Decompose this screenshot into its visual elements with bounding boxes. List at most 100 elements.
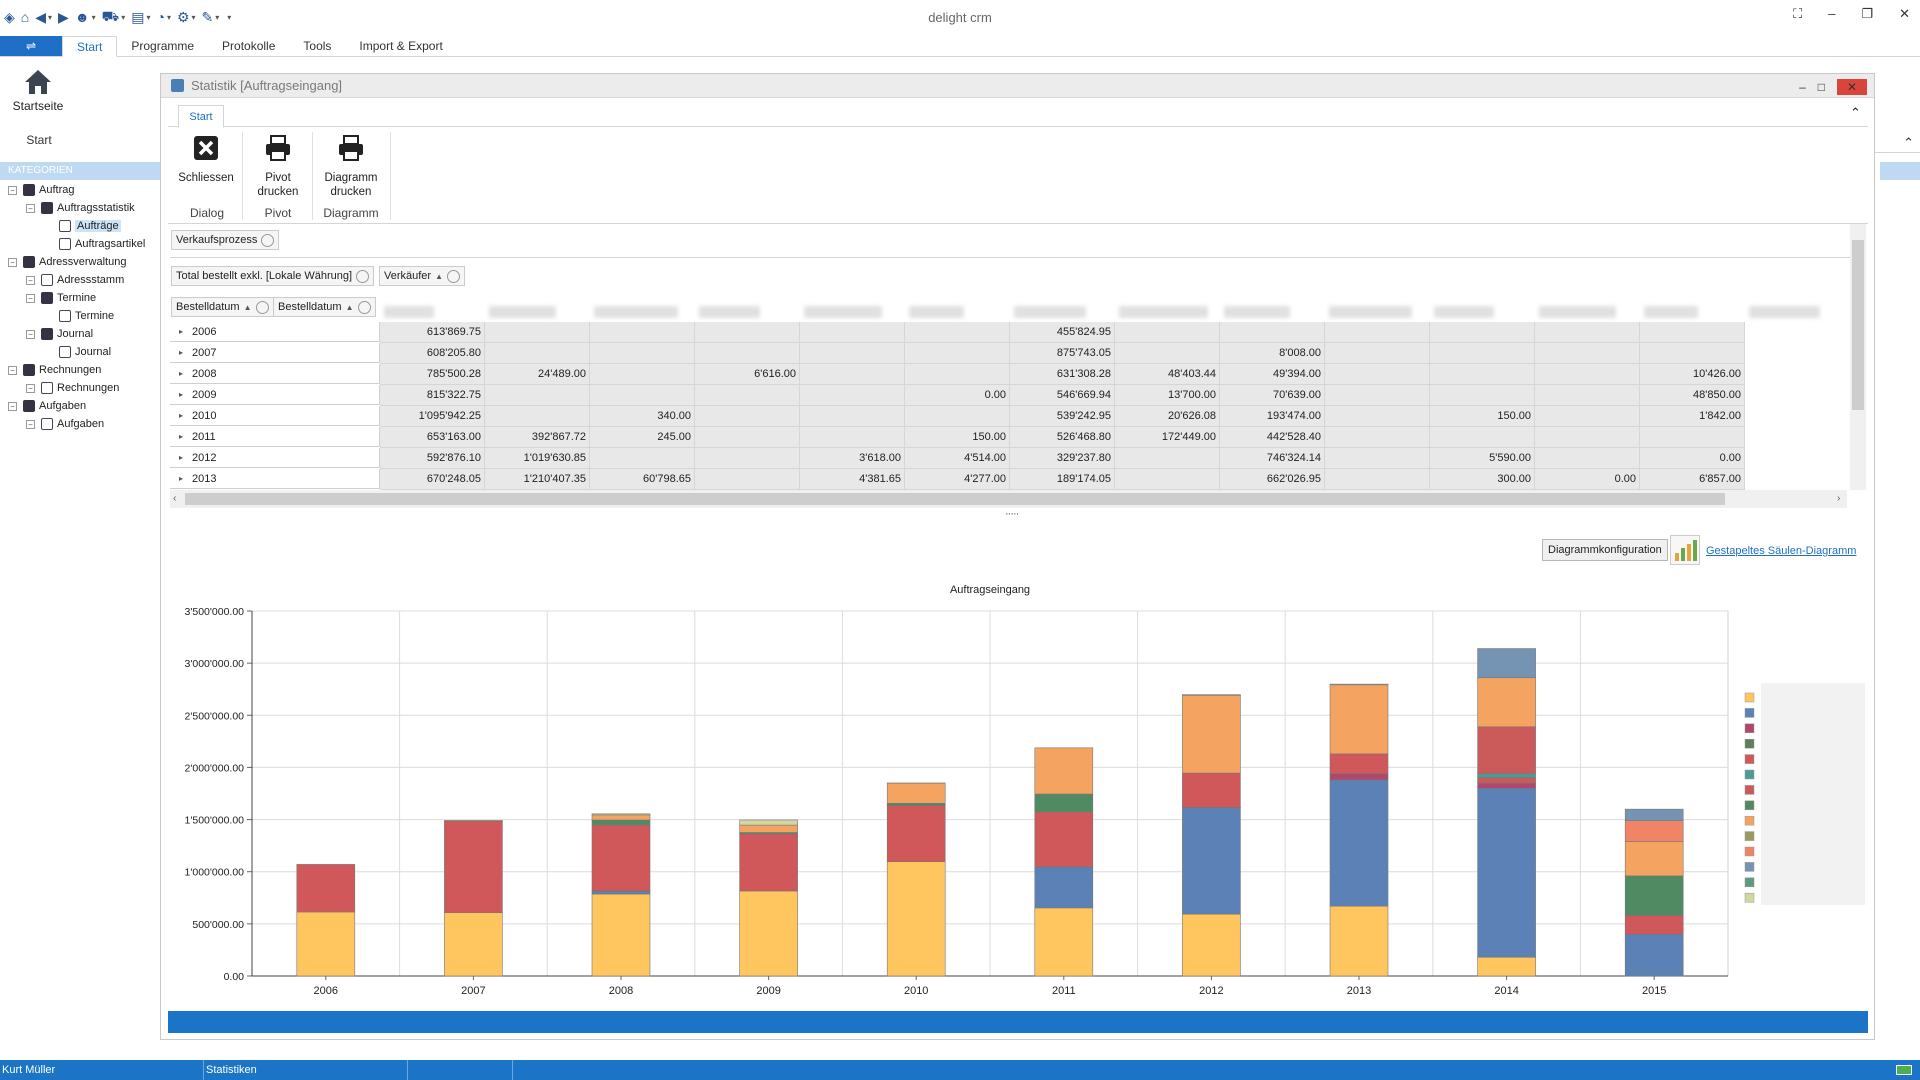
sidebar-item[interactable]: − Termine	[26, 292, 96, 304]
row-header[interactable]: ▸ 2011	[170, 427, 380, 447]
table-cell[interactable]: 1'019'630.85	[485, 448, 590, 469]
expand-icon[interactable]: ▸	[178, 348, 183, 357]
table-cell[interactable]	[1115, 469, 1220, 490]
expand-icon[interactable]: ▸	[178, 474, 183, 483]
row-header[interactable]: ▸ 2007	[170, 343, 380, 363]
ribbon-collapse-icon[interactable]: ⌃	[1903, 135, 1914, 150]
table-cell[interactable]	[695, 427, 800, 448]
table-cell[interactable]: 670'248.05	[380, 469, 485, 490]
table-cell[interactable]	[905, 364, 1010, 385]
table-cell[interactable]: 455'824.95	[1010, 322, 1115, 343]
sidebar-item[interactable]: − Journal	[26, 328, 93, 340]
tree-collapse-icon[interactable]: −	[8, 401, 17, 411]
table-cell[interactable]: 1'095'942.25	[380, 406, 485, 427]
table-cell[interactable]: 49'394.00	[1220, 364, 1325, 385]
table-cell[interactable]	[1325, 448, 1430, 469]
document-icon[interactable]: ▤ ▾	[131, 8, 151, 25]
sidebar-item[interactable]: − Aufgaben	[8, 400, 86, 412]
tab-start[interactable]: Start	[62, 36, 118, 57]
table-cell[interactable]	[1325, 406, 1430, 427]
table-cell[interactable]	[1325, 385, 1430, 406]
table-cell[interactable]: 60'798.65	[590, 469, 695, 490]
table-cell[interactable]	[1535, 343, 1640, 364]
table-cell[interactable]: 0.00	[1640, 448, 1745, 469]
table-cell[interactable]: 4'381.65	[800, 469, 905, 490]
filter-icon[interactable]	[356, 269, 370, 283]
table-cell[interactable]: 24'489.00	[485, 364, 590, 385]
table-cell[interactable]: 662'026.95	[1220, 469, 1325, 490]
table-cell[interactable]	[695, 343, 800, 364]
window-tab-start[interactable]: Start	[178, 105, 224, 128]
table-cell[interactable]	[695, 448, 800, 469]
splitter-handle[interactable]: ·····	[1005, 508, 1019, 520]
tree-collapse-icon[interactable]: −	[26, 275, 35, 285]
tree-collapse-icon[interactable]: −	[26, 383, 35, 393]
customize-icon[interactable]: ▾	[227, 12, 232, 22]
expand-icon[interactable]: ▸	[178, 369, 183, 378]
table-cell[interactable]	[905, 343, 1010, 364]
row-header[interactable]: ▸ 2010	[170, 406, 380, 426]
column-field-verkaeufer[interactable]: Verkäufer ▲	[379, 266, 466, 286]
table-cell[interactable]	[695, 322, 800, 343]
tree-collapse-icon[interactable]: −	[26, 203, 35, 213]
close-icon[interactable]: ✕	[1899, 6, 1910, 21]
table-cell[interactable]: 70'639.00	[1220, 385, 1325, 406]
filter-icon[interactable]	[255, 300, 269, 314]
table-cell[interactable]: 875'743.05	[1010, 343, 1115, 364]
table-cell[interactable]	[1430, 385, 1535, 406]
row-field-bestelldatum-2[interactable]: Bestelldatum ▲	[273, 297, 376, 317]
table-cell[interactable]: 48'850.00	[1640, 385, 1745, 406]
back-icon[interactable]: ◀ ▾	[35, 8, 53, 25]
table-cell[interactable]	[1115, 322, 1220, 343]
chart-icon[interactable]: ◔ ▾	[156, 9, 171, 25]
row-header[interactable]: ▸ 2012	[170, 448, 380, 468]
row-header[interactable]: ▸ 2006	[170, 322, 380, 342]
table-cell[interactable]: 5'590.00	[1430, 448, 1535, 469]
table-cell[interactable]: 653'163.00	[380, 427, 485, 448]
table-cell[interactable]	[1640, 427, 1745, 448]
contacts-icon[interactable]: ☻ ▾	[74, 9, 96, 25]
sidebar-item[interactable]: − Aufgaben	[26, 418, 104, 430]
table-cell[interactable]	[1535, 448, 1640, 469]
table-cell[interactable]	[1535, 427, 1640, 448]
table-cell[interactable]: 300.00	[1430, 469, 1535, 490]
row-header[interactable]: ▸ 2009	[170, 385, 380, 405]
tab-import-export[interactable]: Import & Export	[359, 39, 443, 53]
app-logo-icon[interactable]: ◈	[4, 8, 15, 25]
table-cell[interactable]	[1640, 322, 1745, 343]
tab-programme[interactable]: Programme	[131, 39, 195, 53]
table-cell[interactable]	[695, 406, 800, 427]
fullscreen-icon[interactable]: ⛶	[1793, 6, 1803, 21]
file-menu-button[interactable]: ⇌	[0, 36, 62, 56]
filter-icon[interactable]	[357, 300, 371, 314]
table-cell[interactable]: 608'205.80	[380, 343, 485, 364]
table-cell[interactable]	[1535, 406, 1640, 427]
tree-collapse-icon[interactable]: −	[26, 329, 35, 339]
table-cell[interactable]	[800, 427, 905, 448]
sidebar-item[interactable]: − Rechnungen	[8, 364, 101, 376]
scroll-left-icon[interactable]: ‹	[173, 493, 177, 504]
table-cell[interactable]: 172'449.00	[1115, 427, 1220, 448]
sidebar-item[interactable]: − Adressstamm	[26, 274, 124, 286]
window-ribbon-collapse-icon[interactable]: ⌃	[1850, 105, 1861, 120]
table-cell[interactable]	[590, 385, 695, 406]
table-cell[interactable]	[1535, 364, 1640, 385]
window-maximize-icon[interactable]: □	[1817, 80, 1825, 94]
table-cell[interactable]: 150.00	[905, 427, 1010, 448]
table-cell[interactable]	[590, 322, 695, 343]
home-icon[interactable]: ⌂	[20, 9, 30, 25]
table-cell[interactable]	[485, 322, 590, 343]
table-cell[interactable]: 13'700.00	[1115, 385, 1220, 406]
diagrammkonfiguration-button[interactable]: Diagrammkonfiguration	[1542, 539, 1668, 561]
table-cell[interactable]: 631'308.28	[1010, 364, 1115, 385]
table-cell[interactable]	[800, 322, 905, 343]
table-cell[interactable]: 392'867.72	[485, 427, 590, 448]
table-cell[interactable]	[590, 448, 695, 469]
table-cell[interactable]	[590, 364, 695, 385]
table-cell[interactable]: 746'324.14	[1220, 448, 1325, 469]
order-icon[interactable]: ⛟ ▾	[101, 7, 126, 24]
table-cell[interactable]: 785'500.28	[380, 364, 485, 385]
filter-field-verkaufsprozess[interactable]: Verkaufsprozess	[171, 230, 280, 250]
table-cell[interactable]	[800, 406, 905, 427]
table-cell[interactable]	[1325, 322, 1430, 343]
